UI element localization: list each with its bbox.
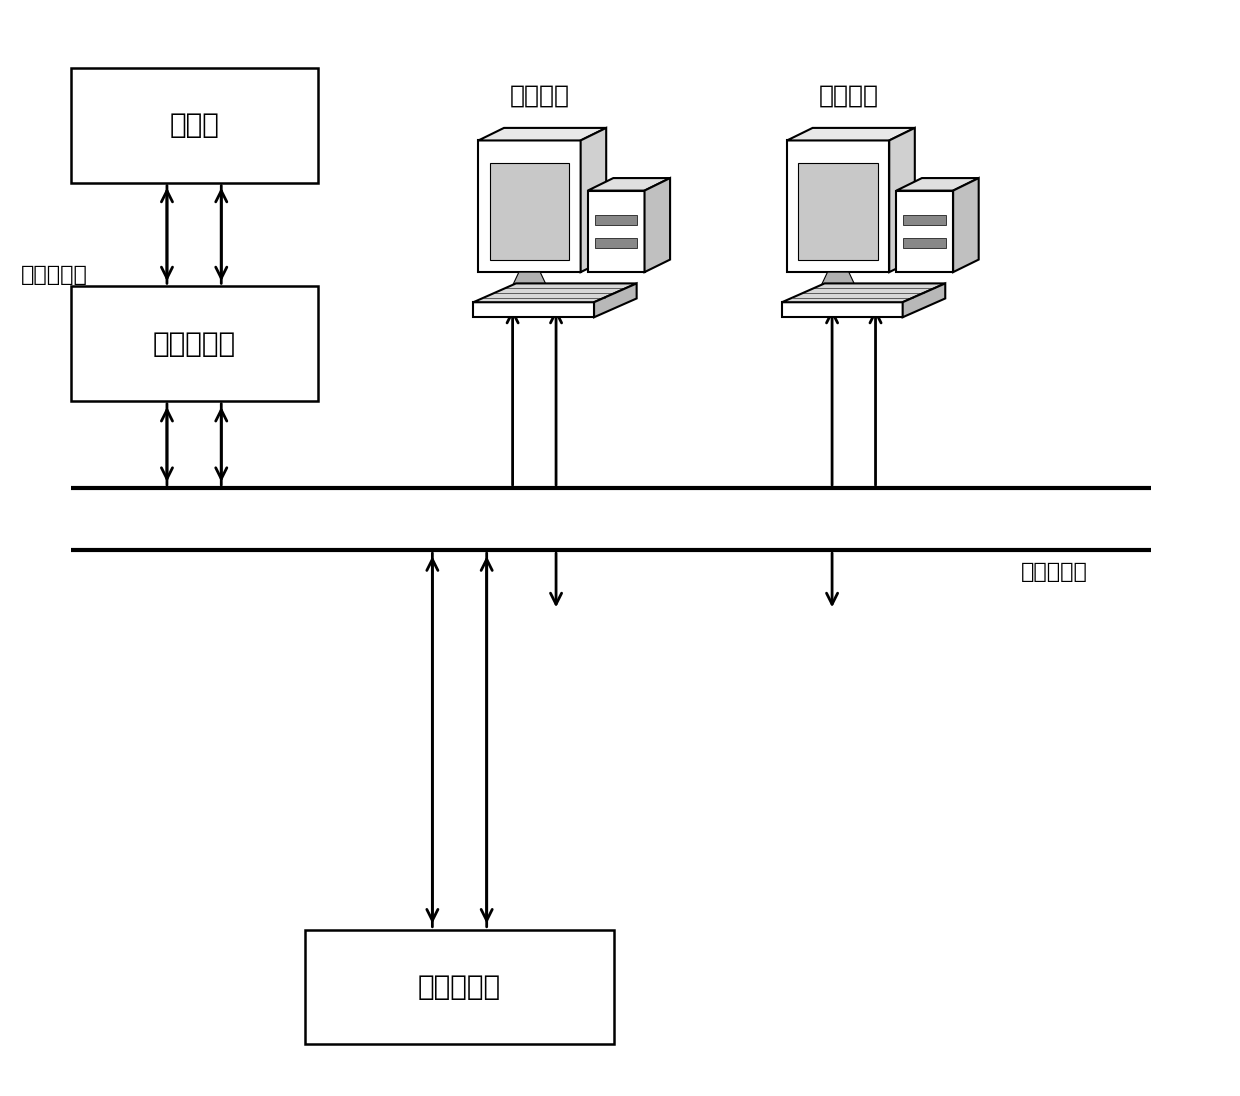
Text: 调度端: 调度端 [169,112,219,139]
Polygon shape [817,272,859,295]
Polygon shape [474,302,594,317]
Polygon shape [897,178,978,191]
Text: 监控主机: 监控主机 [510,83,569,107]
Text: 调度数据网: 调度数据网 [21,265,88,285]
Text: 间隔层设备: 间隔层设备 [418,973,501,1001]
Bar [808,295,868,307]
Bar [490,163,569,260]
Polygon shape [782,302,903,317]
Bar [897,191,954,272]
Bar [71,286,317,401]
Bar [904,215,946,225]
Polygon shape [479,140,580,272]
Bar [595,215,637,225]
Text: 站控层网络: 站控层网络 [1022,562,1087,582]
Text: 通信网关机: 通信网关机 [153,330,236,357]
Bar [799,163,878,260]
Bar [71,68,317,183]
Text: 顺控主机: 顺控主机 [818,83,878,107]
Bar [305,929,614,1044]
Polygon shape [474,284,636,302]
Polygon shape [903,284,945,317]
Polygon shape [588,178,670,191]
Polygon shape [787,140,889,272]
Polygon shape [787,128,915,140]
Polygon shape [954,178,978,272]
Polygon shape [580,128,606,272]
Polygon shape [889,128,915,272]
Bar [595,238,637,248]
Polygon shape [508,272,551,295]
Polygon shape [782,284,945,302]
Bar [588,191,645,272]
Polygon shape [645,178,670,272]
Bar [904,238,946,248]
Bar [500,295,559,307]
Polygon shape [479,128,606,140]
Polygon shape [594,284,636,317]
